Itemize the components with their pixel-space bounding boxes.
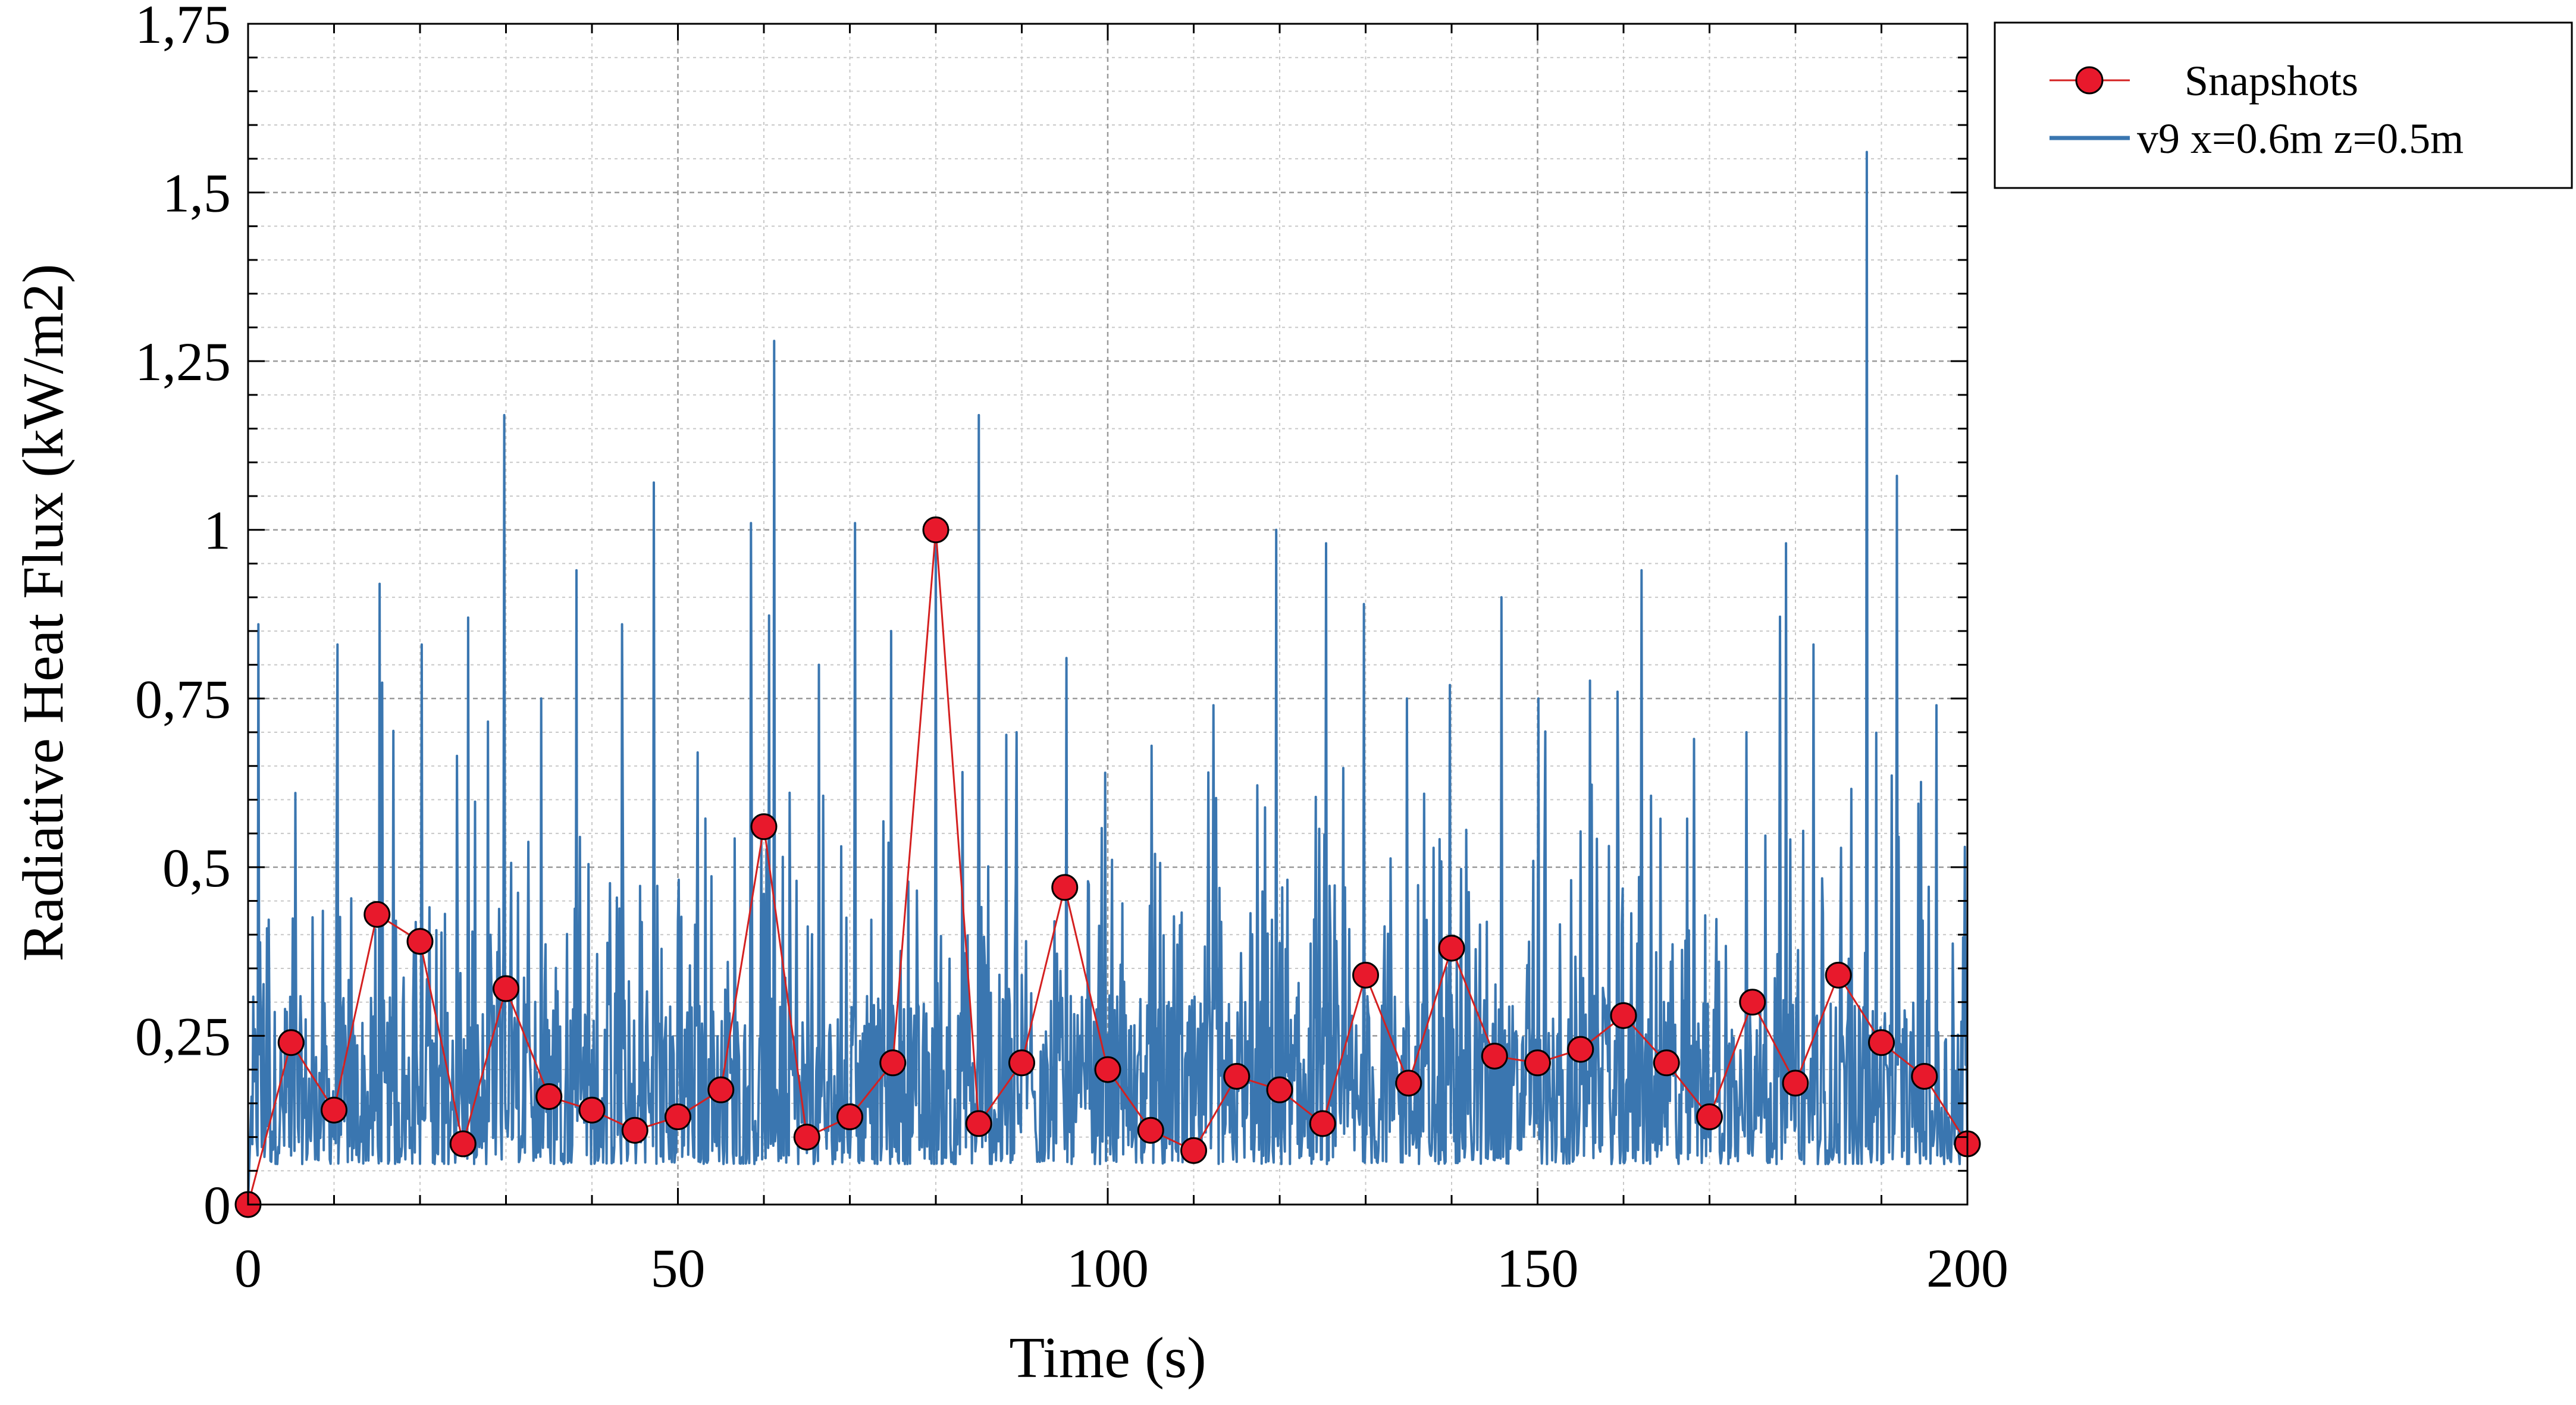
snapshot-point: [1696, 1103, 1723, 1131]
snapshot-point: [1137, 1117, 1164, 1144]
snapshot-point: [879, 1049, 907, 1077]
snapshot-point: [922, 516, 949, 544]
snapshot-point: [321, 1096, 347, 1124]
legend-v9-label: v9 x=0.6m z=0.5m: [2137, 115, 2464, 162]
axis-ticks: [247, 23, 1969, 1206]
snapshot-point: [836, 1103, 863, 1131]
snapshot-point: [578, 1096, 606, 1124]
snapshot-series-group: [234, 516, 1981, 1218]
x-tick-label: 100: [1067, 1238, 1149, 1299]
y-tick-label: 1: [203, 500, 231, 561]
legend: Snapshots v9 x=0.6m z=0.5m: [1994, 21, 2573, 189]
snapshot-point: [449, 1130, 477, 1158]
snapshot-point: [1782, 1070, 1809, 1097]
legend-snapshots-marker: [2075, 66, 2104, 95]
snapshot-point: [1739, 989, 1766, 1016]
x-tick-label: 150: [1497, 1238, 1579, 1299]
snapshot-point: [406, 928, 434, 955]
snapshot-point: [1051, 874, 1079, 901]
snapshot-point: [363, 901, 391, 928]
y-tick-label: 1,5: [162, 163, 231, 224]
snapshot-point: [1911, 1062, 1938, 1090]
snapshot-point: [1868, 1029, 1895, 1056]
series-line-group: [247, 150, 1969, 1205]
y-tick-label: 1,75: [135, 0, 231, 55]
snapshot-point: [1524, 1049, 1551, 1077]
snapshot-point: [793, 1124, 820, 1151]
snapshot-point: [1825, 961, 1852, 989]
snapshot-point: [1610, 1002, 1637, 1029]
snapshot-point: [1094, 1056, 1121, 1083]
legend-box: [1994, 21, 2573, 189]
snapshot-point: [707, 1076, 735, 1103]
snapshot-point: [1653, 1049, 1680, 1077]
snapshot-point: [1567, 1036, 1594, 1063]
snapshot-point: [750, 813, 778, 841]
snapshot-point: [1395, 1070, 1422, 1097]
y-tick-label: 0,25: [135, 1006, 231, 1067]
y-tick-label: 0: [203, 1175, 231, 1235]
tick-labels: 0 50 100 150 200 0 0,25 0,5 0,75 1 1,25 1,5 1,75: [135, 0, 2008, 1299]
x-axis-title: Time (s): [1009, 1326, 1206, 1390]
snapshot-point: [665, 1103, 691, 1131]
x-tick-label: 0: [234, 1238, 262, 1299]
y-tick-label: 1,25: [135, 331, 231, 392]
y-tick-label: 0,5: [162, 838, 231, 898]
snapshot-point: [1180, 1137, 1207, 1164]
snapshot-point: [1352, 961, 1379, 989]
x-tick-label: 200: [1926, 1238, 2008, 1299]
snapshot-point: [493, 975, 519, 1002]
x-tick-label: 50: [651, 1238, 706, 1299]
legend-snapshots-label: Snapshots: [2185, 57, 2358, 105]
snapshot-point: [1481, 1042, 1508, 1070]
snapshot-point: [621, 1117, 648, 1144]
snapshot-point: [1008, 1049, 1035, 1077]
snapshot-point: [535, 1083, 563, 1111]
snapshot-point: [1266, 1076, 1293, 1103]
y-axis-title: Radiative Heat Flux (kW/m2): [11, 264, 76, 962]
snapshot-point: [277, 1029, 305, 1056]
snapshot-point: [1309, 1110, 1336, 1137]
y-tick-label: 0,75: [135, 669, 231, 729]
snapshot-point: [965, 1110, 992, 1137]
snapshot-point: [1438, 934, 1465, 962]
snapshot-point: [1223, 1062, 1251, 1090]
v9-signal-line: [247, 150, 1969, 1205]
